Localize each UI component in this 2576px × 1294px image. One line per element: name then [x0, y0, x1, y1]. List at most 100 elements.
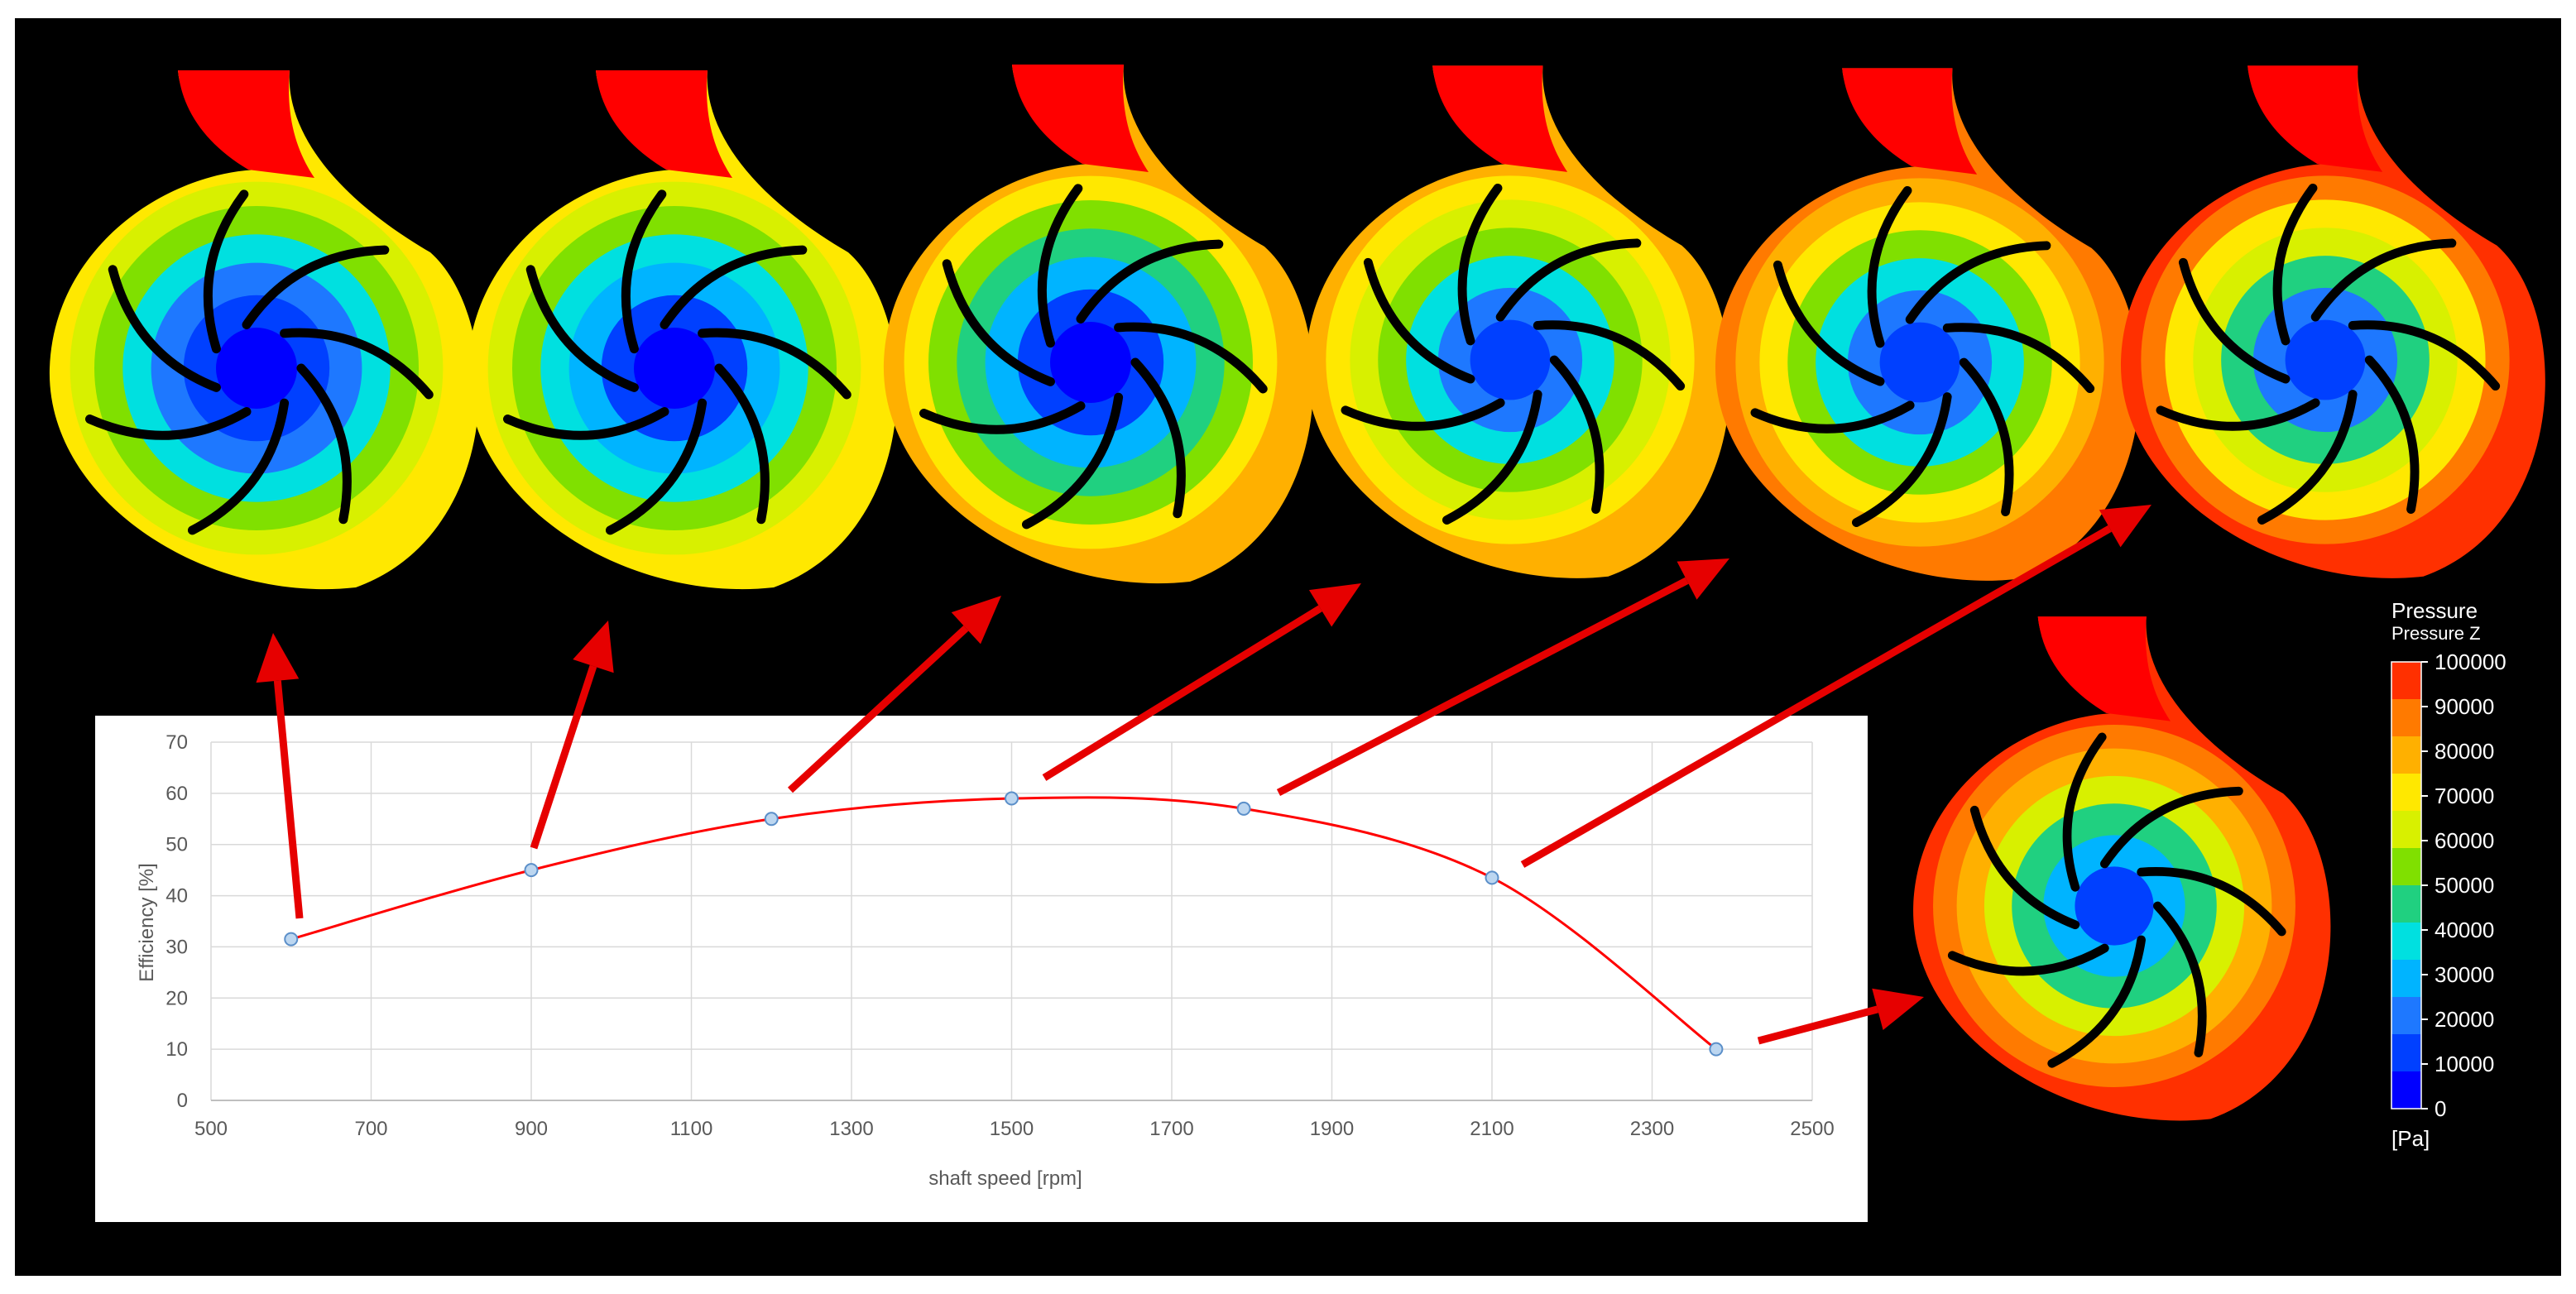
impeller-blade — [2062, 732, 2107, 892]
x-tick-label: 1700 — [1149, 1118, 1193, 1140]
pump-contour — [1715, 68, 2140, 581]
impeller-blade — [1772, 260, 1885, 386]
impeller-blade — [296, 363, 352, 525]
impeller-blade — [660, 245, 808, 329]
impeller-blade — [1959, 357, 2014, 516]
pointer-arrow — [530, 621, 614, 850]
impeller-eye — [216, 328, 297, 409]
y-tick-label: 40 — [165, 885, 188, 908]
pressure-legend: Pressure Pressure Z 10000090000800007000… — [2391, 598, 2506, 1151]
x-tick-label: 1500 — [990, 1118, 1034, 1140]
impeller-blade — [2272, 183, 2318, 346]
impeller-eye — [1879, 322, 1960, 403]
impeller-eye — [1470, 319, 1551, 400]
impeller-blade — [108, 265, 221, 392]
data-points — [284, 791, 1724, 1057]
chart-background — [95, 716, 1868, 1222]
impeller-blade — [1037, 184, 1083, 348]
y-tick-label: 20 — [165, 987, 188, 1009]
pressure-contour-images — [49, 65, 2545, 1121]
impeller-blade — [2153, 901, 2207, 1057]
pointer-arrow — [1520, 505, 2151, 868]
legend-label: 50000 — [2434, 873, 2494, 898]
legend-swatch — [2391, 1034, 2421, 1072]
data-point — [1005, 791, 1019, 806]
legend-swatch — [2391, 811, 2421, 849]
x-tick-label: 900 — [515, 1118, 548, 1140]
impeller-blade — [1076, 239, 1224, 324]
legend-title: Pressure — [2391, 598, 2478, 623]
impeller-blade — [2137, 867, 2286, 937]
pointer-arrow — [1276, 558, 1729, 796]
x-tick-label: 500 — [194, 1118, 228, 1140]
impeller-blade — [605, 398, 708, 535]
impeller-blade — [187, 398, 290, 535]
impeller-blade — [1942, 323, 2095, 394]
impeller-blade — [1905, 241, 2051, 324]
impeller-blade — [2178, 257, 2291, 384]
data-point — [1709, 1042, 1724, 1057]
legend-label: 0 — [2434, 1096, 2446, 1121]
outlet-pipe — [1432, 65, 1568, 172]
impeller-blade — [698, 328, 851, 400]
impeller-blade — [1457, 183, 1503, 346]
impeller-blade — [1851, 392, 1952, 527]
impeller-blade — [2047, 935, 2146, 1068]
legend-swatch — [2391, 923, 2421, 961]
y-tick-label: 50 — [165, 834, 188, 856]
impeller-eye — [2075, 866, 2154, 946]
impeller-blade — [1021, 392, 1124, 530]
impeller-blade — [919, 401, 1086, 434]
x-axis-label: shaft speed [rpm] — [928, 1167, 1082, 1190]
impeller-blade — [1750, 400, 1915, 434]
data-point — [1485, 870, 1499, 885]
y-tick-label: 30 — [165, 936, 188, 958]
legend-label: 10000 — [2434, 1052, 2494, 1076]
outlet-pipe — [2247, 65, 2383, 172]
impeller-blade — [2257, 390, 2358, 525]
legend-label: 20000 — [2434, 1007, 2494, 1032]
impeller-blade — [2364, 355, 2420, 514]
legend-swatch — [2391, 848, 2421, 886]
x-tick-labels: 500 700 900 1100 1300 1500 1700 1900 2100 2300 250… — [194, 1118, 1835, 1140]
outlet-pipe — [596, 70, 732, 178]
impeller-blade — [1130, 357, 1186, 519]
impeller-blade — [1867, 185, 1912, 348]
outlet-pipe — [178, 70, 314, 178]
legend-tick-labels: 1000009000080000700006000050000400003000… — [2421, 649, 2506, 1121]
legend-swatch — [2391, 699, 2421, 737]
pump-contour — [2120, 65, 2545, 578]
data-point — [524, 863, 539, 878]
impeller-blade — [1495, 238, 1642, 322]
impeller-blade — [1969, 805, 2080, 930]
legend-subtitle: Pressure Z — [2391, 623, 2481, 644]
impeller-blade — [942, 259, 1055, 386]
outlet-pipe — [1012, 65, 1149, 172]
outlet-pipe — [2037, 616, 2171, 721]
pump-contour — [1913, 616, 2331, 1121]
legend-swatch — [2391, 885, 2421, 923]
y-tick-label: 70 — [165, 731, 188, 754]
impeller-eye — [634, 328, 715, 409]
y-tick-labels: 0 10 20 30 40 50 60 70 — [165, 731, 188, 1112]
impeller-blade — [1114, 322, 1268, 394]
pointer-arrows — [256, 505, 2151, 1045]
data-point — [764, 812, 779, 827]
impeller-blade — [280, 328, 434, 400]
pointer-arrow — [1757, 988, 1924, 1045]
pump-contour — [467, 70, 898, 590]
legend-colorbar — [2391, 661, 2422, 1109]
impeller-blade — [714, 363, 770, 525]
impeller-eye — [1050, 322, 1131, 403]
data-point — [284, 932, 299, 947]
legend-label: 30000 — [2434, 962, 2494, 987]
legend-label: 100000 — [2434, 649, 2506, 674]
pump-contour — [883, 65, 1314, 584]
impeller-blade — [1363, 257, 1475, 384]
legend-label: 60000 — [2434, 828, 2494, 853]
impeller-blade — [203, 189, 249, 354]
legend-label: 90000 — [2434, 694, 2494, 719]
pump-contour — [49, 70, 480, 590]
legend-swatch — [2391, 774, 2421, 812]
